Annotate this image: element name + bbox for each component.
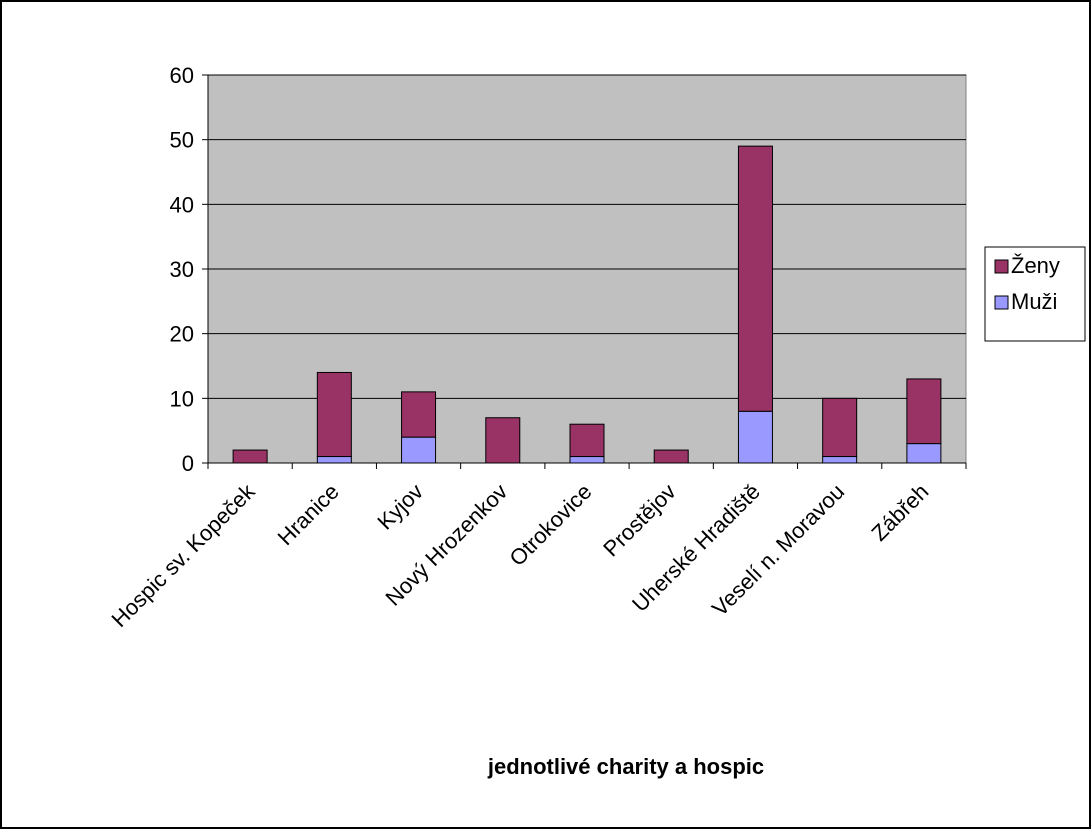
bar-muži (316, 456, 352, 464)
bar-muži (906, 443, 942, 464)
bar-muži (569, 456, 605, 464)
legend-label: Ženy (1011, 253, 1060, 278)
y-tick-labels: 0 10 20 30 40 50 60 (170, 63, 208, 476)
bar-ženy (822, 397, 858, 458)
bar-ženy (316, 371, 352, 458)
y-tick-label: 30 (170, 257, 194, 282)
legend: Ženy Muži (984, 246, 1086, 342)
bar-muži (822, 456, 858, 464)
bar-ženy (401, 391, 437, 438)
y-tick-label: 20 (170, 322, 194, 347)
bar-muži (401, 436, 437, 464)
y-tick-label: 50 (170, 128, 194, 153)
y-tick-label: 60 (170, 63, 194, 88)
y-tick-label: 40 (170, 192, 194, 217)
y-tick-label: 0 (182, 451, 194, 476)
legend-label: Muži (1011, 289, 1057, 314)
bar-ženy (737, 145, 773, 412)
x-tick-label: Kyjov (372, 479, 428, 535)
legend-swatch (994, 295, 1009, 310)
bars-group (232, 145, 942, 464)
bar-ženy (906, 378, 942, 445)
x-tick-label: Prostějov (598, 479, 681, 562)
x-tick-label: Zábřeh (866, 479, 933, 546)
x-tick-label: Hospic sv. Kopeček (107, 478, 261, 632)
legend-swatch (994, 259, 1009, 274)
bar-ženy (232, 449, 268, 464)
y-tick-label: 10 (170, 386, 194, 411)
bar-muži (737, 410, 773, 464)
bar-ženy (653, 449, 689, 464)
bar-ženy (485, 417, 521, 464)
x-tick-label: Hranice (273, 479, 344, 550)
x-axis-title: jednotlivé charity a hospic (487, 754, 764, 779)
x-tick-label: Otrokovice (505, 479, 597, 571)
bar-ženy (569, 423, 605, 458)
